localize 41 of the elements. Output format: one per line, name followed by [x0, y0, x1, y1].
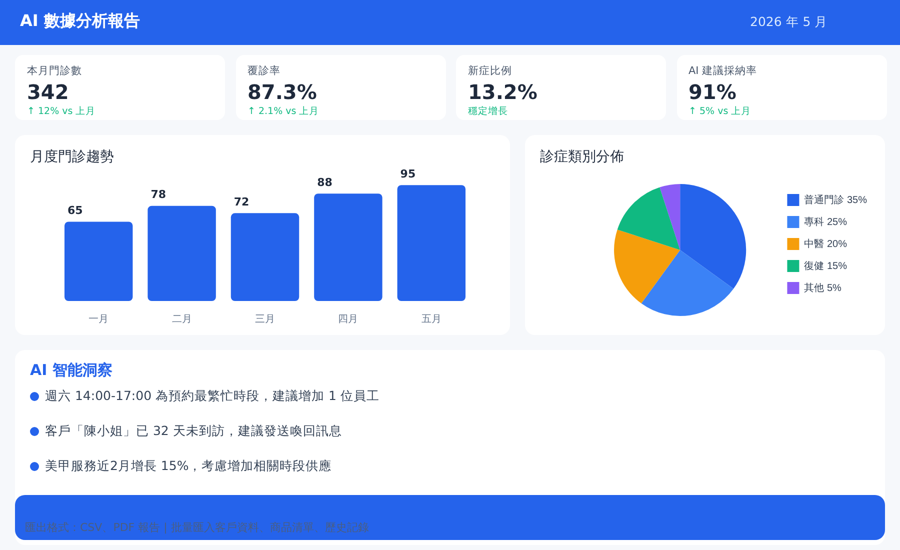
- text: 週六 14:00-17:00 為預約最繁忙時段，建議增加 1 位員工: [45, 388, 380, 405]
- bar: [64, 222, 133, 301]
- text: 91%: [688, 80, 736, 104]
- text: 本月門診數: [27, 64, 82, 78]
- data-label: 65: [67, 204, 83, 218]
- text: 2026 年 5 月: [750, 14, 828, 31]
- text: AI 數據分析報告: [20, 11, 140, 32]
- legend-label: 其他 5%: [804, 282, 842, 294]
- x-tick-label: 三月: [255, 314, 275, 325]
- x-tick-label: 五月: [421, 314, 442, 325]
- bar: [230, 213, 300, 301]
- bar: [397, 185, 466, 301]
- data-label: 78: [150, 188, 166, 202]
- text: 新症比例: [468, 64, 512, 78]
- text: ↑ 5% vs 上月: [688, 105, 752, 118]
- bar: [314, 194, 382, 301]
- legend-label: 中醫 20%: [804, 238, 848, 250]
- text: ↑ 12% vs 上月: [27, 105, 96, 118]
- text: AI 智能洞察: [30, 361, 112, 380]
- text: 匯出格式：CSV、PDF 報告 | 批量匯入客戶資料、商品清單、歷史記錄: [25, 520, 369, 535]
- text: 13.2%: [468, 80, 538, 104]
- text: AI 建議採納率: [688, 64, 758, 78]
- x-tick-label: 一月: [88, 314, 109, 325]
- bar: [148, 206, 216, 301]
- legend-label: 普通門診 35%: [804, 194, 868, 206]
- text: 穩定增長: [468, 105, 508, 118]
- text: 87.3%: [248, 80, 317, 104]
- text: ↑ 2.1% vs 上月: [248, 105, 320, 118]
- chart-title: 月度門診趨勢: [30, 148, 114, 166]
- legend-label: 專科 25%: [804, 216, 848, 228]
- data-label: 72: [234, 196, 250, 209]
- text: 覆診率: [248, 64, 280, 78]
- text: 美甲服務近2月增長 15%，考慮增加相關時段供應: [45, 458, 332, 475]
- data-label: 95: [400, 167, 416, 180]
- legend-label: 復健 15%: [804, 260, 848, 272]
- text: 客戶「陳小姐」已 32 天未到訪，建議發送喚回訊息: [45, 423, 342, 440]
- x-tick-label: 二月: [172, 314, 192, 325]
- text: 342: [27, 80, 69, 104]
- x-tick-label: 四月: [338, 314, 358, 325]
- chart-title: 診症類別分佈: [540, 148, 624, 166]
- data-label: 88: [317, 176, 332, 189]
